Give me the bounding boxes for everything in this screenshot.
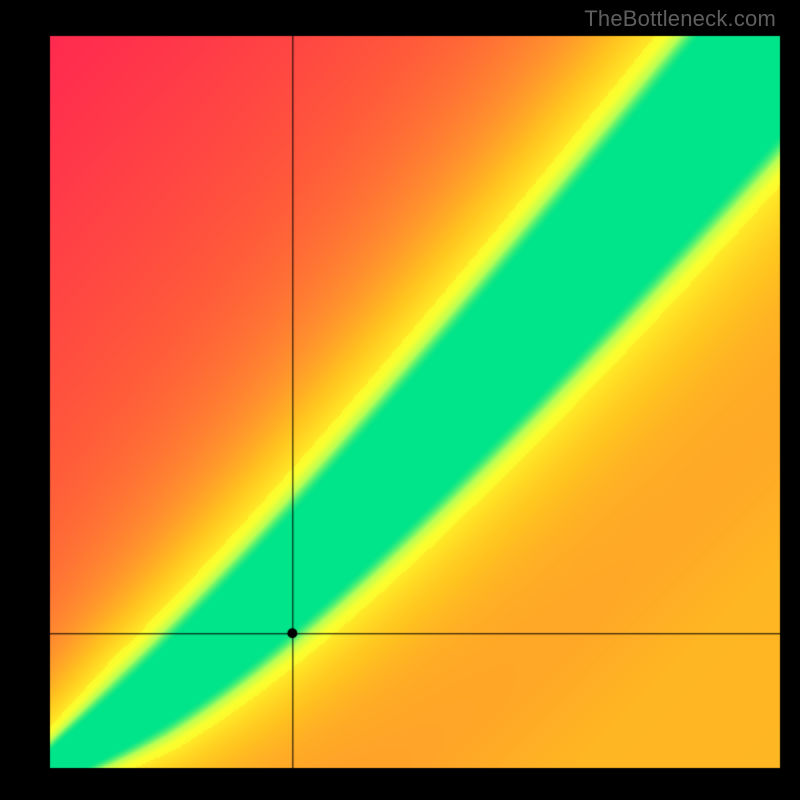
chart-container: TheBottleneck.com (0, 0, 800, 800)
watermark-text: TheBottleneck.com (584, 6, 776, 32)
bottleneck-heatmap (0, 0, 800, 800)
